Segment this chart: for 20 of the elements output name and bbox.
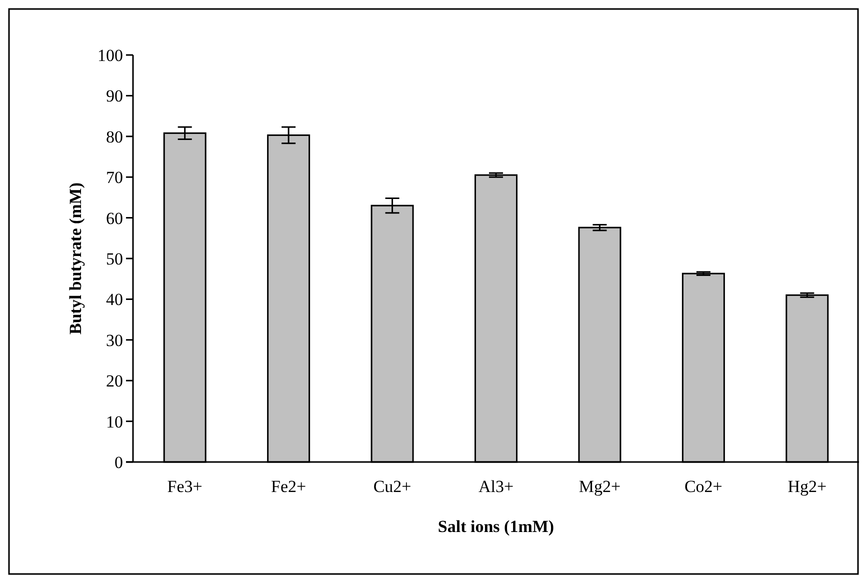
x-tick-label: Cu2+: [373, 477, 412, 496]
y-tick-label: 40: [106, 290, 123, 310]
x-tick-label: Fe3+: [167, 477, 202, 496]
y-tick-label: 30: [106, 330, 123, 350]
x-tick-label: Mg2+: [578, 477, 621, 496]
y-tick-label: 90: [106, 86, 123, 106]
x-tick-label: Co2+: [684, 477, 722, 496]
x-tick-label: Hg2+: [788, 477, 827, 496]
y-tick-label: 50: [106, 249, 123, 268]
x-tick-label: Fe2+: [271, 477, 306, 496]
x-axis-title: Salt ions (1mM): [438, 517, 554, 536]
x-tick-label: Al3+: [478, 477, 514, 496]
y-tick-label: 60: [106, 208, 123, 228]
y-tick-label: 100: [98, 46, 123, 65]
y-tick-label: 0: [114, 452, 123, 472]
y-tick-label: 80: [106, 127, 123, 146]
y-axis-title: Butyl butyrate (mM): [66, 182, 85, 335]
y-tick-label: 10: [106, 412, 123, 432]
y-tick-label: 70: [106, 168, 123, 188]
y-tick-label: 20: [106, 372, 123, 391]
